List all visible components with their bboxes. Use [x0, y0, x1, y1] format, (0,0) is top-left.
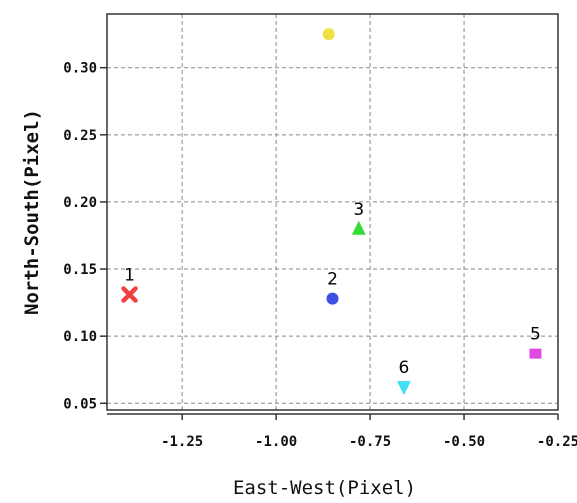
- y-tick-label: 0.20: [63, 195, 97, 211]
- point-label: 6: [398, 358, 409, 378]
- x-tick-label: -1.00: [255, 434, 297, 450]
- data-points: 1 2 3 5 6: [121, 28, 542, 396]
- data-point-5: 5: [529, 325, 542, 359]
- y-tick-label: 0.25: [63, 128, 97, 144]
- grid-lines: [107, 14, 558, 410]
- point-marker: [326, 292, 339, 305]
- point-label: 1: [124, 266, 135, 286]
- y-axis-label: North-South(Pixel): [21, 109, 43, 315]
- x-axis-label: East-West(Pixel): [233, 477, 416, 499]
- point-marker: [396, 381, 411, 396]
- x-axis-ticks: -1.25 -1.00 -0.75 -0.50 -0.25: [161, 414, 577, 450]
- data-point-4: [322, 28, 335, 41]
- point-marker: [121, 286, 138, 303]
- point-marker: [351, 220, 366, 235]
- plot-frame: [106, 13, 559, 411]
- x-tick-label: -1.25: [161, 434, 203, 450]
- x-tick-label: -0.75: [349, 434, 391, 450]
- y-tick-label: 0.10: [63, 329, 97, 345]
- point-label: 5: [530, 325, 541, 345]
- data-point-3: 3: [351, 200, 366, 235]
- y-tick-label: 0.05: [63, 396, 97, 412]
- x-tick-label: -0.50: [443, 434, 485, 450]
- data-point-6: 6: [396, 358, 411, 396]
- y-tick-label: 0.15: [63, 262, 97, 278]
- y-axis-ticks: 0.05 0.10 0.15 0.20 0.25 0.30: [63, 61, 107, 412]
- y-tick-label: 0.30: [63, 61, 97, 77]
- point-label: 3: [353, 200, 364, 220]
- point-label: 2: [327, 270, 338, 290]
- point-marker: [529, 348, 542, 359]
- point-marker: [322, 28, 335, 41]
- x-tick-label: -0.25: [537, 434, 577, 450]
- data-point-1: 1: [121, 266, 138, 303]
- data-point-2: 2: [326, 270, 339, 305]
